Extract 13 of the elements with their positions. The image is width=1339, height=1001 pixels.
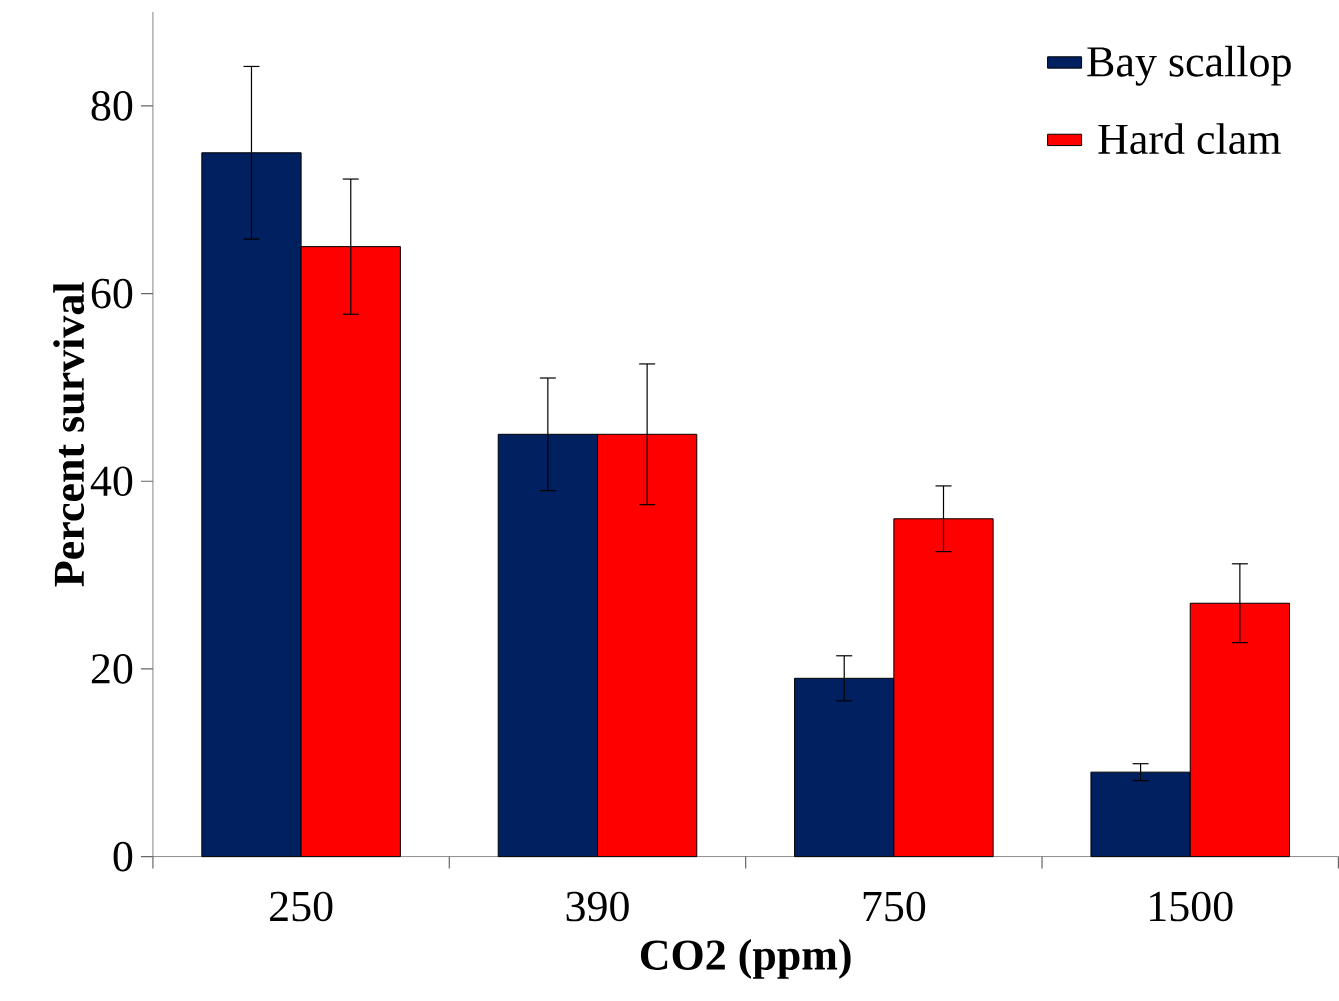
legend-label: Hard clam [1098, 123, 1281, 155]
y-tick-label: 20 [91, 654, 133, 684]
x-tick-label: 1500 [1150, 891, 1233, 922]
x-tick-label: 750 [863, 891, 926, 922]
x-tick-label: 390 [566, 891, 629, 922]
y-tick-label: 0 [113, 842, 133, 872]
y-axis-title: Percent survival [53, 282, 85, 587]
x-tick-label: 250 [270, 891, 333, 922]
legend-label: Bay scallop [1087, 45, 1291, 86]
y-tick-label: 40 [90, 466, 133, 497]
y-tick-label: 60 [91, 278, 133, 309]
x-axis-title: CO2 (ppm) [640, 939, 851, 980]
y-tick-label: 80 [91, 91, 133, 121]
